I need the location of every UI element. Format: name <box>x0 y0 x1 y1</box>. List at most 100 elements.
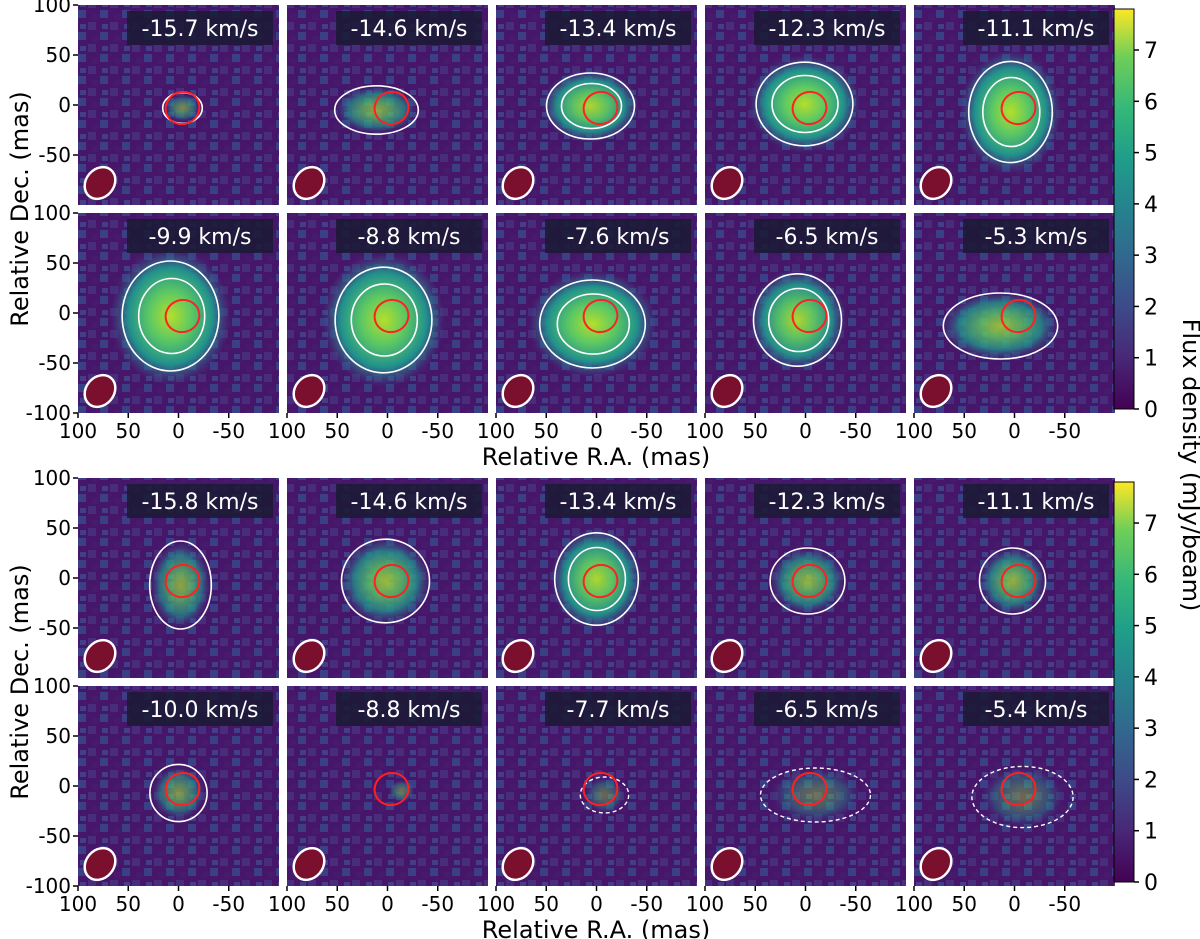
velocity-label-box <box>963 692 1109 726</box>
x-tick-label: 0 <box>799 419 812 443</box>
velocity-label-box <box>754 219 900 253</box>
velocity-label-box <box>127 484 273 518</box>
x-tick-label: 50 <box>534 892 559 916</box>
stellar-disk-ellipse <box>582 771 619 807</box>
channel-panel: -12.3 km/s <box>705 5 906 205</box>
emission-blob <box>340 538 431 624</box>
emission-blob <box>164 94 201 122</box>
contour-negative <box>579 776 630 814</box>
velocity-label: -9.9 km/s <box>149 225 252 250</box>
colorbar-tick-label: 2 <box>1144 295 1158 320</box>
beam-ellipse <box>710 638 744 674</box>
beam-ellipse <box>292 846 326 882</box>
x-tick-label: 50 <box>325 892 350 916</box>
velocity-label-box <box>336 219 482 253</box>
x-tick-label: -50 <box>212 892 245 916</box>
x-axis-label: Relative R.A. (mas) <box>482 916 710 939</box>
stellar-disk-ellipse <box>373 771 410 807</box>
velocity-label: -14.6 km/s <box>351 17 468 42</box>
beam-ellipse <box>919 846 953 882</box>
x-tick-label: 0 <box>381 892 394 916</box>
contour-outer <box>755 61 854 147</box>
y-axis-label: Relative Dec. (mas) <box>6 564 34 799</box>
channel-panel: -13.4 km/s <box>496 478 697 678</box>
beam-ellipse <box>83 846 117 882</box>
y-tick-label: 50 <box>46 516 71 540</box>
x-tick-label: 50 <box>116 892 141 916</box>
emission-blob <box>771 768 860 822</box>
x-tick-label: 0 <box>590 892 603 916</box>
beam-ellipse <box>501 165 535 201</box>
contour-outer <box>340 538 431 624</box>
velocity-label-box <box>963 11 1109 45</box>
x-tick-label: 0 <box>172 419 185 443</box>
channel-panel: -7.7 km/s <box>496 686 697 886</box>
channel-panel: -14.6 km/s <box>287 5 488 205</box>
velocity-label-box <box>545 692 691 726</box>
velocity-label: -15.8 km/s <box>142 490 259 515</box>
x-tick-label: 50 <box>952 892 977 916</box>
x-tick-label: -50 <box>421 419 454 443</box>
stellar-disk-ellipse <box>1000 771 1037 807</box>
beam-ellipse <box>292 638 326 674</box>
x-tick-label: 0 <box>590 419 603 443</box>
stellar-disk-ellipse <box>791 298 828 334</box>
y-tick-label: -50 <box>38 143 71 167</box>
y-axis-label: Relative Dec. (mas) <box>6 91 34 326</box>
velocity-label-box <box>336 692 482 726</box>
contour-inner <box>350 283 419 357</box>
emission-blob <box>584 777 625 813</box>
channel-panel: -13.4 km/s <box>496 5 697 205</box>
emission-blob <box>748 55 861 153</box>
velocity-label: -7.7 km/s <box>567 698 670 723</box>
emission-blob <box>770 548 845 614</box>
contour-outer <box>334 266 433 374</box>
velocity-label-box <box>127 692 273 726</box>
contour-inner <box>567 546 627 612</box>
emission-blob <box>550 527 643 631</box>
colorbar-tick-label: 3 <box>1144 717 1158 742</box>
emission-blob <box>528 270 657 378</box>
x-tick-label: 100 <box>686 892 724 916</box>
stellar-disk-ellipse <box>582 90 619 126</box>
velocity-label: -8.8 km/s <box>358 225 461 250</box>
velocity-label: -12.3 km/s <box>769 17 886 42</box>
contour-outer <box>967 60 1054 164</box>
velocity-label: -8.8 km/s <box>358 698 461 723</box>
y-tick-label: 50 <box>46 43 71 67</box>
colorbar <box>1113 481 1135 883</box>
emission-blob <box>388 779 415 803</box>
contour-outer <box>149 763 208 823</box>
contour-inner <box>767 287 830 353</box>
stellar-disk-ellipse <box>582 298 619 334</box>
velocity-label: -12.3 km/s <box>769 490 886 515</box>
contour-inner <box>981 76 1041 148</box>
stellar-disk-ellipse <box>164 563 201 599</box>
x-tick-label: 50 <box>743 419 768 443</box>
stellar-disk-ellipse <box>164 771 201 807</box>
channel-panel: -9.9 km/s <box>78 213 279 413</box>
velocity-label-box <box>336 484 482 518</box>
velocity-label: -15.7 km/s <box>142 17 259 42</box>
channel-panel: -15.8 km/s <box>78 478 279 678</box>
beam-ellipse <box>83 638 117 674</box>
velocity-label: -14.6 km/s <box>351 490 468 515</box>
channel-panel: -11.1 km/s <box>914 5 1115 205</box>
x-tick-label: 0 <box>1008 419 1021 443</box>
colorbar-tick-label: 4 <box>1144 666 1158 691</box>
contour-inner <box>556 293 631 355</box>
colorbar-tick-label: 5 <box>1144 615 1158 640</box>
y-tick-label: 0 <box>58 774 71 798</box>
velocity-label: -7.6 km/s <box>567 225 670 250</box>
y-tick-label: 100 <box>33 466 71 490</box>
channel-panel: -5.3 km/s <box>914 213 1115 413</box>
contour-inner <box>560 82 623 130</box>
x-tick-label: -50 <box>1048 892 1081 916</box>
velocity-label-box <box>545 484 691 518</box>
velocity-label: -13.4 km/s <box>560 17 677 42</box>
colorbar-tick-label: 7 <box>1144 512 1158 537</box>
x-tick-label: -50 <box>839 419 872 443</box>
contour-outer <box>553 531 640 626</box>
stellar-disk-ellipse <box>373 90 410 126</box>
